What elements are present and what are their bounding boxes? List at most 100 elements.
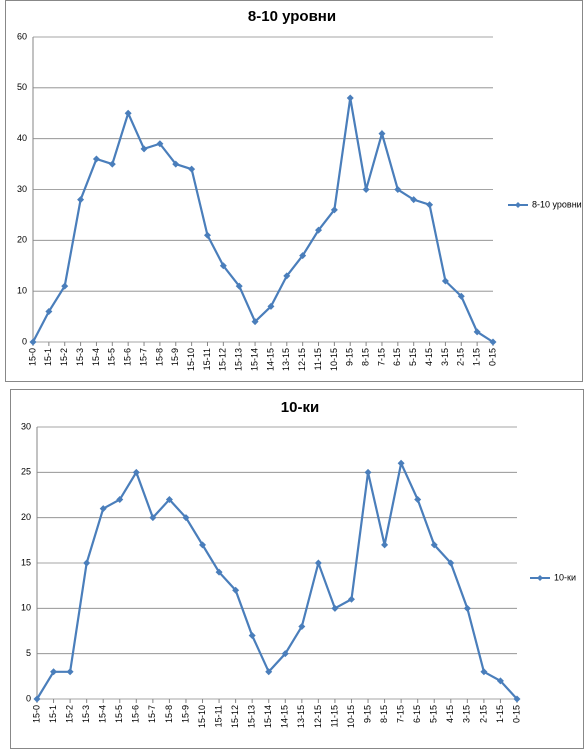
marker bbox=[314, 559, 322, 567]
marker bbox=[203, 231, 211, 239]
marker bbox=[156, 140, 164, 148]
marker bbox=[364, 468, 372, 476]
marker bbox=[124, 109, 132, 117]
x-tick-label: 5-15 bbox=[429, 705, 439, 723]
x-tick-label: 9-15 bbox=[345, 348, 355, 366]
x-tick-label: 15-7 bbox=[138, 348, 148, 366]
x-tick-label: 15-0 bbox=[27, 348, 37, 366]
x-tick-label: 15-12 bbox=[218, 348, 228, 371]
x-tick-label: 15-6 bbox=[131, 705, 141, 723]
x-tick-label: 4-15 bbox=[424, 348, 434, 366]
marker bbox=[140, 145, 148, 153]
y-tick-label: 30 bbox=[17, 184, 27, 194]
x-tick-label: 15-13 bbox=[247, 705, 257, 728]
x-tick-label: 10-15 bbox=[346, 705, 356, 728]
marker bbox=[410, 196, 418, 204]
x-tick-label: 10-15 bbox=[329, 348, 339, 371]
x-tick-label: 15-9 bbox=[170, 348, 180, 366]
marker bbox=[281, 650, 289, 658]
x-tick-label: 7-15 bbox=[396, 705, 406, 723]
marker bbox=[116, 496, 124, 504]
marker bbox=[99, 505, 107, 513]
chart-title: 10-ки bbox=[281, 399, 319, 416]
marker bbox=[480, 668, 488, 676]
x-tick-label: 8-15 bbox=[379, 705, 389, 723]
x-tick-label: 12-15 bbox=[297, 348, 307, 371]
x-tick-label: 15-8 bbox=[164, 705, 174, 723]
y-tick-label: 30 bbox=[21, 421, 31, 431]
x-tick-label: 14-15 bbox=[265, 348, 275, 371]
marker bbox=[199, 541, 207, 549]
marker bbox=[50, 668, 58, 676]
marker bbox=[66, 668, 74, 676]
marker bbox=[149, 514, 157, 522]
marker bbox=[77, 196, 85, 204]
x-tick-label: 15-10 bbox=[197, 705, 207, 728]
x-tick-label: 15-1 bbox=[48, 705, 58, 723]
marker bbox=[232, 586, 240, 594]
x-tick-label: 7-15 bbox=[376, 348, 386, 366]
x-tick-label: 15-4 bbox=[98, 705, 108, 723]
line bbox=[36, 459, 518, 700]
x-tick-label: 15-11 bbox=[202, 348, 212, 370]
y-tick-label: 20 bbox=[21, 512, 31, 522]
y-tick-label: 10 bbox=[17, 286, 27, 296]
marker bbox=[457, 292, 465, 300]
x-tick-label: 15-14 bbox=[263, 705, 273, 728]
marker bbox=[362, 186, 370, 193]
y-tick-label: 5 bbox=[26, 648, 31, 658]
marker bbox=[298, 622, 306, 630]
marker bbox=[172, 160, 180, 168]
y-tick-label: 20 bbox=[17, 235, 27, 245]
marker bbox=[378, 130, 386, 138]
x-tick-label: 13-15 bbox=[296, 705, 306, 728]
marker bbox=[496, 677, 504, 685]
marker bbox=[251, 318, 259, 326]
marker bbox=[188, 165, 196, 173]
marker bbox=[265, 668, 273, 676]
x-tick-label: 13-15 bbox=[281, 348, 291, 371]
x-tick-label: 9-15 bbox=[362, 705, 372, 723]
x-tick-label: 0-15 bbox=[511, 705, 521, 723]
x-tick-label: 15-4 bbox=[91, 348, 101, 366]
marker bbox=[29, 338, 37, 346]
x-tick-label: 15-13 bbox=[234, 348, 244, 371]
marker bbox=[283, 272, 291, 280]
y-tick-label: 50 bbox=[17, 82, 27, 92]
marker bbox=[92, 155, 100, 163]
marker bbox=[473, 328, 481, 336]
x-tick-label: 4-15 bbox=[445, 705, 455, 723]
x-tick-label: 12-15 bbox=[313, 705, 323, 728]
marker bbox=[235, 282, 243, 290]
marker bbox=[381, 541, 389, 549]
marker bbox=[83, 559, 91, 567]
x-tick-label: 6-15 bbox=[412, 705, 422, 723]
x-tick-label: 3-15 bbox=[462, 705, 472, 723]
marker bbox=[347, 595, 355, 603]
x-tick-label: 15-5 bbox=[107, 348, 117, 366]
x-tick-label: 6-15 bbox=[392, 348, 402, 366]
x-tick-label: 15-3 bbox=[81, 705, 91, 723]
marker bbox=[219, 262, 227, 270]
x-tick-label: 15-9 bbox=[180, 705, 190, 723]
x-tick-label: 1-15 bbox=[472, 348, 482, 366]
y-tick-label: 15 bbox=[21, 557, 31, 567]
x-tick-label: 15-2 bbox=[64, 705, 74, 723]
marker bbox=[331, 604, 339, 612]
y-tick-label: 60 bbox=[17, 31, 27, 41]
marker bbox=[394, 186, 402, 193]
marker bbox=[108, 160, 116, 168]
x-tick-label: 15-5 bbox=[114, 705, 124, 723]
x-tick-label: 11-15 bbox=[313, 348, 323, 370]
marker bbox=[248, 632, 256, 640]
x-tick-label: 2-15 bbox=[456, 348, 466, 366]
marker bbox=[165, 496, 173, 504]
marker bbox=[267, 302, 275, 310]
marker bbox=[414, 496, 422, 504]
x-tick-label: 15-10 bbox=[186, 348, 196, 371]
marker bbox=[33, 695, 41, 703]
marker bbox=[430, 541, 438, 549]
x-tick-label: 11-15 bbox=[329, 705, 339, 727]
marker bbox=[463, 604, 471, 612]
